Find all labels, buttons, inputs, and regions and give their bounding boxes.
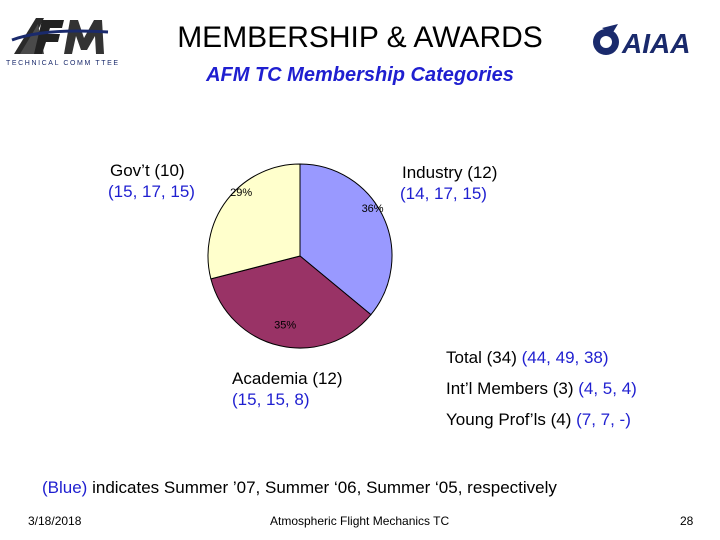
footnote-rest-text: indicates Summer ’07, Summer ‘06, Summer… xyxy=(87,478,557,497)
aiaa-logo: AIAA xyxy=(588,22,716,60)
pie-svg: 36% 35% 29% xyxy=(207,163,393,349)
intl-members-line: Int’l Members (3) (4, 5, 4) xyxy=(446,378,637,399)
aiaa-logo-text: AIAA xyxy=(621,28,690,59)
pie-percent-label: 29% xyxy=(230,187,252,199)
total-members-line: Total (34) (44, 49, 38) xyxy=(446,347,609,368)
pie-percent-label: 35% xyxy=(274,319,296,331)
intl-members-text: Int’l Members (3) xyxy=(446,379,579,398)
label-industry-history: (14, 17, 15) xyxy=(400,184,487,203)
label-industry-count: Industry (12) xyxy=(402,163,498,182)
chart-subtitle: AFM TC Membership Categories xyxy=(206,64,514,86)
page-title: MEMBERSHIP & AWARDS xyxy=(177,21,543,54)
young-prof-line: Young Prof’ls (4) (7, 7, -) xyxy=(446,409,631,430)
footer-center: Atmospheric Flight Mechanics TC xyxy=(270,514,450,528)
label-govt-count: Gov’t (10) xyxy=(110,161,185,180)
afm-logo-caption: TECHNICAL COMM TTEE xyxy=(6,60,120,67)
membership-pie-chart: 36% 35% 29% xyxy=(196,152,404,360)
intl-members-history: (4, 5, 4) xyxy=(578,379,637,398)
young-prof-text: Young Prof’ls (4) xyxy=(446,410,577,429)
label-academia-history: (15, 15, 8) xyxy=(232,390,310,409)
footer-page-number: 28 xyxy=(680,514,694,528)
pie-slice-industry xyxy=(299,163,393,316)
footnote-blue-text: (Blue) xyxy=(42,478,88,497)
afm-tc-logo: TECHNICAL COMM TTEE xyxy=(4,10,118,72)
pie-slice-govt xyxy=(207,163,301,280)
young-prof-history: (7, 7, -) xyxy=(576,410,631,429)
aiaa-logo-mark: AIAA xyxy=(593,24,690,59)
footnote: (Blue) indicates Summer ’07, Summer ‘06,… xyxy=(42,478,557,498)
label-academia-count: Academia (12) xyxy=(232,369,343,388)
footer-date: 3/18/2018 xyxy=(28,514,82,528)
pie-slice-academia xyxy=(210,255,372,349)
pie-percent-label: 36% xyxy=(362,203,384,215)
total-members-text: Total (34) xyxy=(446,348,522,367)
total-members-history: (44, 49, 38) xyxy=(521,348,609,367)
label-govt-history: (15, 17, 15) xyxy=(108,182,195,201)
